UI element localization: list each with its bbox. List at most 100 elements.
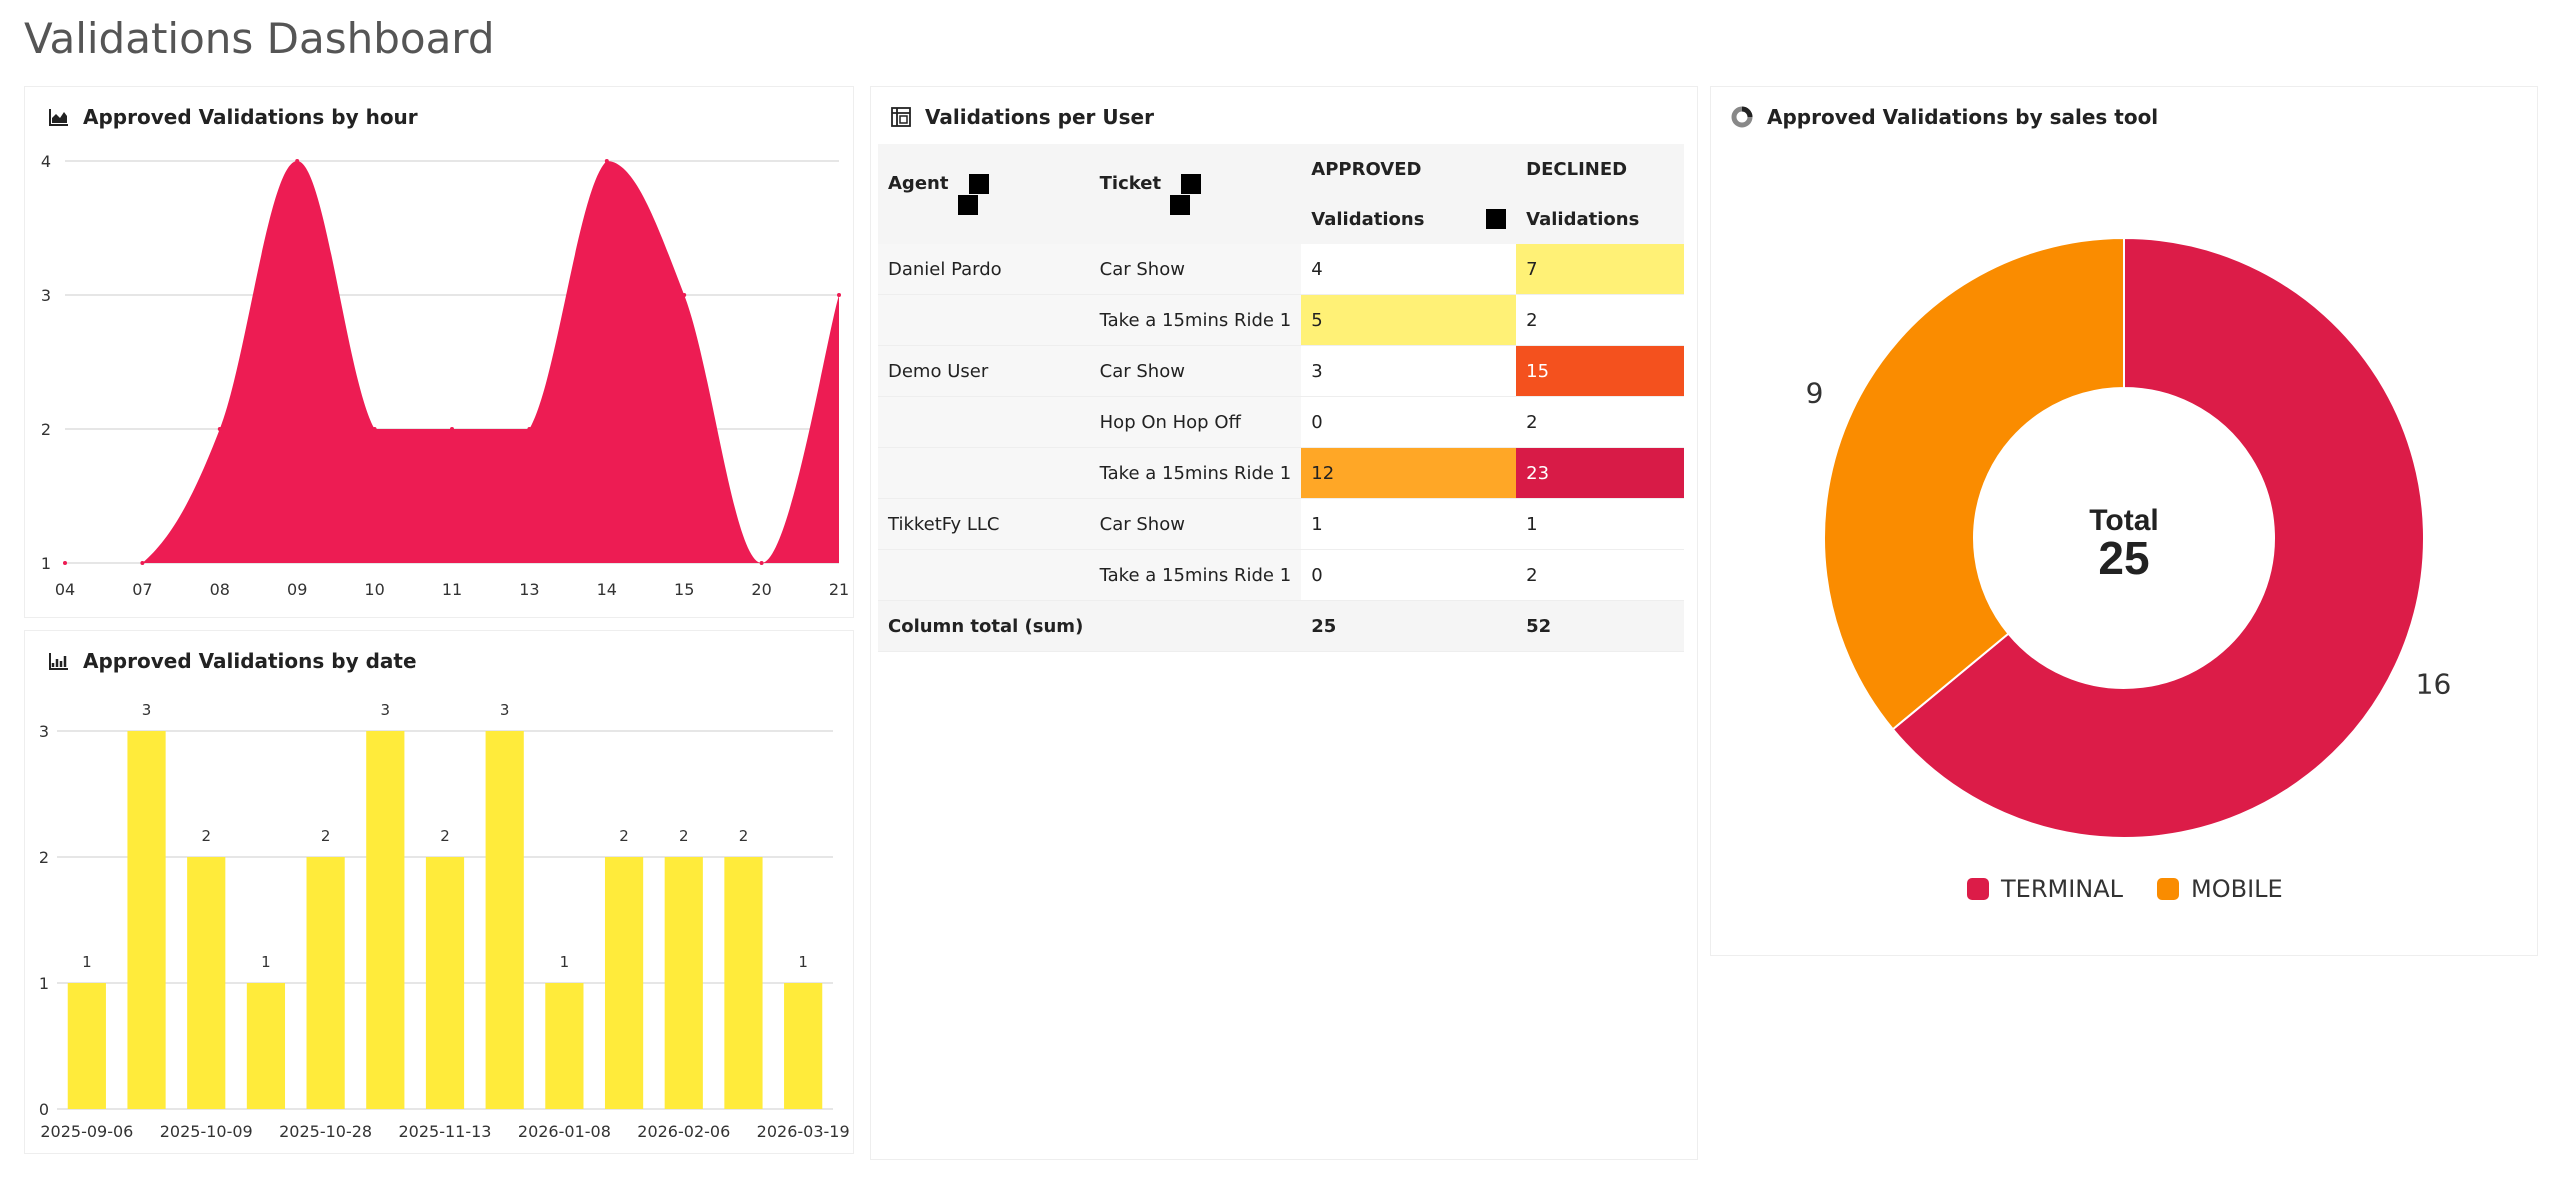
y-tick-label: 3: [41, 286, 51, 305]
x-tick-label: 2026-02-06: [637, 1122, 730, 1141]
cell-declined: 15: [1516, 345, 1684, 397]
cell-approved: 5: [1301, 294, 1517, 346]
x-tick-label: 2025-10-09: [160, 1122, 253, 1141]
data-point: [682, 293, 687, 297]
legend-item-mobile[interactable]: MOBILE: [2157, 875, 2283, 903]
agent-sort-icon[interactable]: [968, 174, 989, 194]
data-point: [217, 427, 222, 431]
daily-bar-chart: 0 1 2 3 1 2025-09-06 3 2 2025-10-09 1 2 2025-10-28 3…: [39, 701, 850, 1141]
header-approved-bottom[interactable]: Validations: [1301, 194, 1517, 244]
header-ticket[interactable]: Ticket: [1089, 144, 1302, 244]
donut-center-label: Total: [2089, 504, 2158, 537]
slice-value-label: 9: [1806, 376, 1824, 409]
table-row: Demo User Car Show 3 15: [878, 345, 1684, 397]
header-declined-top: DECLINED: [1516, 144, 1684, 194]
slice-value-label: 16: [2416, 668, 2452, 701]
totals-declined: 52: [1516, 600, 1684, 652]
cell-ticket: Car Show: [1089, 244, 1302, 295]
x-tick-label: 2026-03-19: [757, 1122, 850, 1141]
data-point: [372, 427, 377, 431]
cell-approved: 1: [1301, 498, 1517, 550]
slice-terminal: [1891, 236, 2425, 839]
panel-header-hourly: Approved Validations by hour: [49, 101, 418, 133]
x-tick-label: 15: [674, 580, 694, 599]
bar-data-label: 2: [619, 827, 629, 845]
slice-mobile: [1823, 236, 2125, 731]
approved-sort-icon[interactable]: [1486, 208, 1507, 229]
agent-filter-icon[interactable]: [958, 195, 978, 215]
cell-agent: [878, 396, 1090, 448]
y-tick-label: 1: [41, 554, 51, 573]
header-agent-label: Agent: [888, 173, 949, 194]
bar: [485, 731, 524, 1109]
cell-ticket: Take a 15mins Ride 1: [1089, 549, 1302, 601]
y-tick-label: 2: [41, 420, 51, 439]
bar-data-label: 1: [82, 953, 92, 971]
donut-legend: TERMINAL MOBILE: [1967, 875, 2317, 903]
donut-chart-icon: [1731, 106, 1753, 128]
header-agent[interactable]: Agent: [878, 144, 1090, 244]
bar: [246, 983, 286, 1109]
data-point: [63, 561, 67, 565]
bar-data-label: 3: [142, 701, 152, 719]
y-tick-label: 0: [39, 1100, 49, 1119]
bar: [724, 857, 763, 1109]
panel-header-pivot: Validations per User: [891, 101, 1154, 133]
cell-declined: 2: [1516, 294, 1684, 346]
bar-data-label: 3: [381, 701, 391, 719]
totals-label: Column total (sum): [878, 600, 1302, 652]
bar: [664, 857, 703, 1109]
bar-data-label: 2: [739, 827, 749, 845]
header-approved-top: APPROVED: [1301, 144, 1517, 194]
bar: [425, 857, 465, 1109]
cell-ticket: Take a 15mins Ride 1: [1089, 447, 1302, 499]
cell-ticket: Take a 15mins Ride 1: [1089, 294, 1302, 346]
panel-hourly: Approved Validations by hour 1 2 3 4 04 07 08 0…: [24, 86, 854, 618]
x-tick-label: 2025-11-13: [399, 1122, 492, 1141]
x-tick-label: 13: [519, 580, 539, 599]
x-tick-label: 04: [55, 580, 75, 599]
bar-data-label: 1: [261, 953, 271, 971]
ticket-filter-icon[interactable]: [1169, 195, 1190, 215]
cell-approved: 0: [1301, 396, 1517, 448]
legend-swatch-terminal: [1967, 878, 1989, 900]
bar: [545, 983, 584, 1109]
cell-declined: 23: [1516, 447, 1684, 499]
panel-donut: Approved Validations by sales tool 16 9 To…: [1710, 86, 2538, 956]
pivot-table-wrap: Agent Ticket APPROVED DECLINED Validatio…: [878, 144, 1684, 652]
area-series: [65, 161, 839, 563]
x-tick-label: 11: [442, 580, 462, 599]
y-tick-label: 1: [39, 974, 49, 993]
table-row: Take a 15mins Ride 1 12 23: [878, 447, 1684, 499]
x-tick-label: 09: [287, 580, 307, 599]
cell-approved: 4: [1301, 244, 1517, 295]
bar-data-label: 2: [679, 827, 689, 845]
cell-approved: 12: [1301, 447, 1517, 499]
data-point: [604, 159, 609, 163]
panel-title-pivot: Validations per User: [925, 105, 1154, 129]
cell-agent: [878, 549, 1090, 601]
legend-item-terminal[interactable]: TERMINAL: [1967, 875, 2123, 903]
bar: [784, 983, 823, 1109]
cell-agent: [878, 447, 1090, 499]
data-point: [837, 293, 841, 297]
y-tick-label: 2: [39, 848, 49, 867]
legend-swatch-mobile: [2157, 878, 2180, 900]
cell-ticket: Hop On Hop Off: [1089, 396, 1302, 448]
bar: [67, 983, 106, 1109]
hourly-area-chart: 1 2 3 4 04 07 08 09 10 11 13 14 15 20 21: [41, 152, 849, 599]
header-ticket-label: Ticket: [1099, 173, 1162, 194]
ticket-sort-icon[interactable]: [1181, 174, 1202, 194]
area-chart-icon: [49, 109, 68, 126]
cell-approved: 0: [1301, 549, 1517, 601]
page-title: Validations Dashboard: [24, 14, 495, 63]
totals-row: Column total (sum) 25 52: [878, 600, 1684, 652]
bar-data-label: 1: [798, 953, 808, 971]
y-tick-label: 4: [41, 152, 51, 171]
data-point: [450, 427, 454, 431]
cell-declined: 1: [1516, 498, 1684, 550]
panel-daily: Approved Validations by date 0 1 2 3 1 2025-0…: [24, 630, 854, 1154]
